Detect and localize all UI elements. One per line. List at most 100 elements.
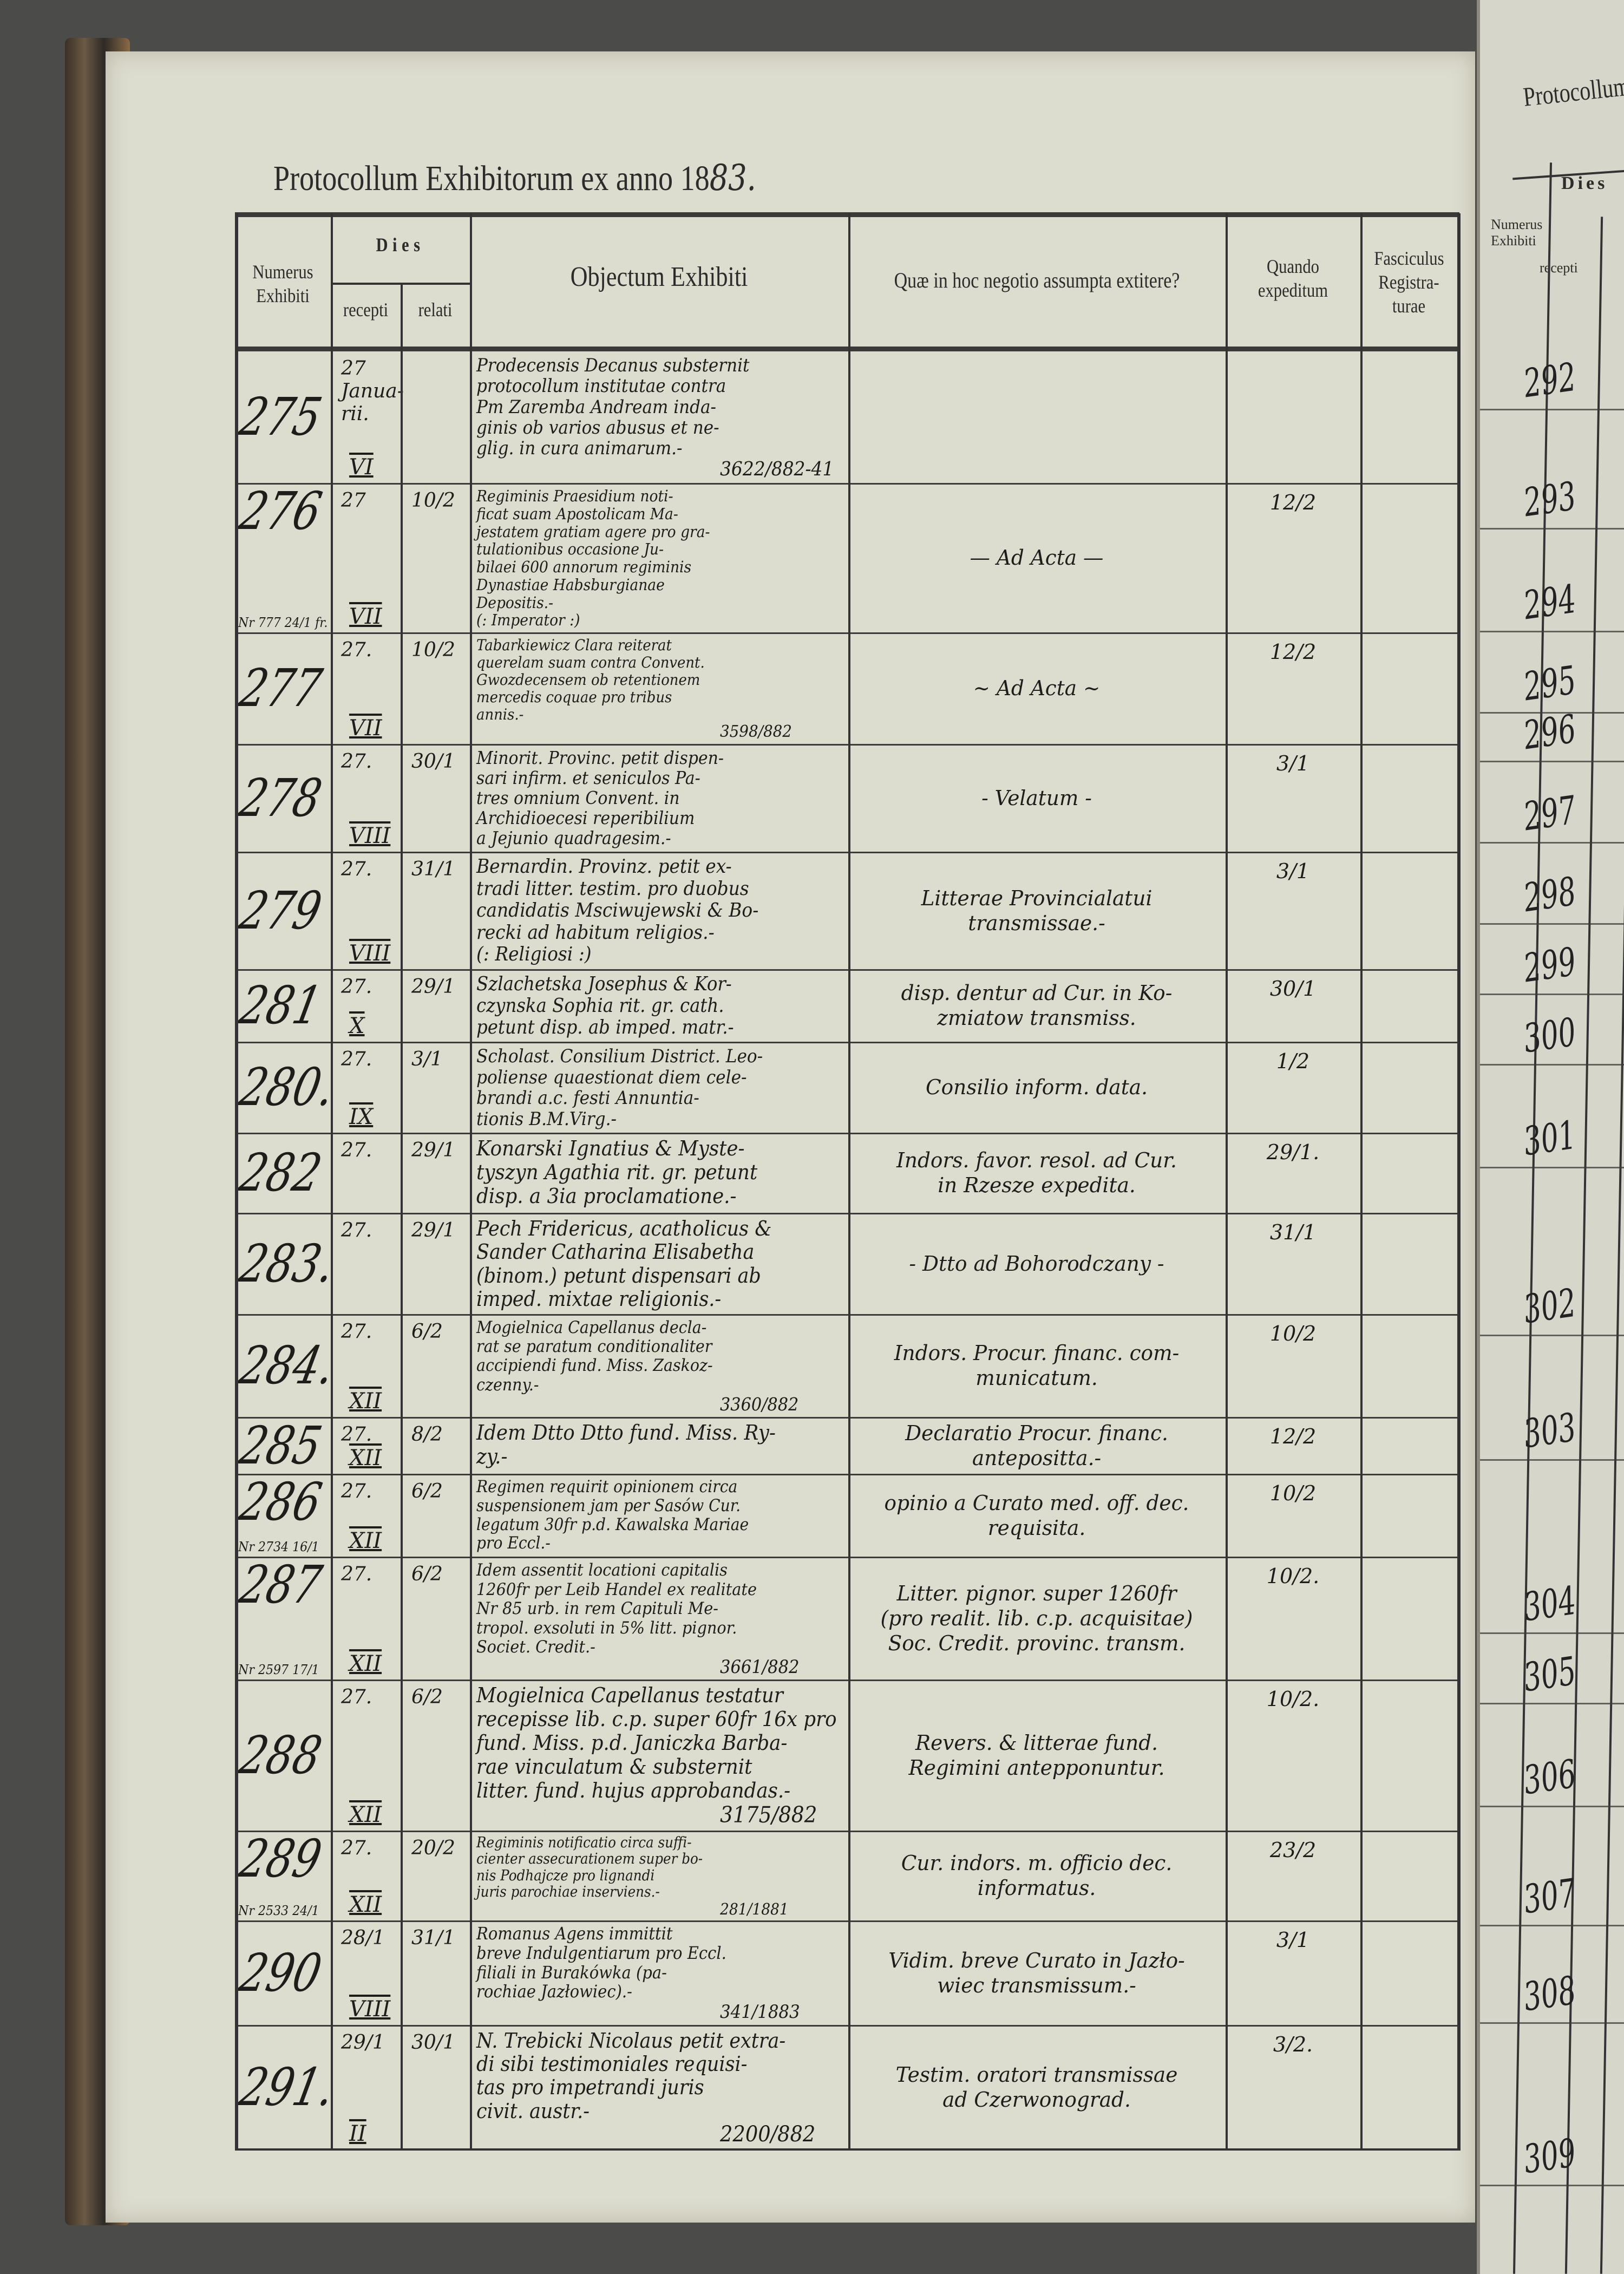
subject-line: legatum 30fr p.d. Kawalska Mariae [476,1515,749,1534]
facing-exhibit-number: 302 [1521,1279,1579,1332]
facing-row-rule [1480,923,1624,925]
subject-line: czynska Sophia rit. gr. cath. [476,995,724,1017]
subject-line: Pm Zaremba Andream inda- [476,396,716,417]
title-text: Protocollum Exhibitorum ex anno 18 [273,159,710,198]
facing-row-rule [1480,1925,1624,1926]
facing-exhibit-number: 305 [1521,1648,1579,1701]
facing-page: Protocollum Numerus Exhibiti Dies recept… [1477,0,1624,2274]
action-line: wiec transmissum.- [937,1973,1136,1997]
exhibit-number: 280. [234,1057,340,1118]
subject-line: di sibi testimoniales requisi- [476,2052,748,2076]
subject-line: czenny.- [476,1375,539,1395]
subject-line: rochiae Jazłowiec).- [476,1982,632,2002]
date-received: 27. [341,1480,372,1502]
facing-header-recepti: recepti [1540,260,1578,276]
date-expedited: 29/1. [1266,1140,1320,1164]
action-line: (pro realit. lib. c.p. acquisitae) [880,1606,1193,1630]
action-line: Indors. Procur. financ. com- [894,1341,1180,1365]
action-line: - Velatum - [981,786,1092,810]
row-divider [235,483,1459,485]
exhibit-number: 281 [234,975,327,1036]
header-relati: relati [418,299,453,321]
date-reported: 10/2 [411,639,455,661]
date-received: 27. [341,1048,372,1070]
subject-line: Mogielnica Capellanus testatur [476,1683,783,1708]
subject-line: Gwozdecensem ob retentionem [476,671,700,689]
subject-line: Bernardin. Provinz. petit ex- [476,855,732,878]
facing-row-rule [1480,409,1624,410]
month-numeral: IX [349,1105,374,1129]
reference-number: 3360/882 [720,1393,799,1415]
table-bottom-rule [235,2148,1459,2151]
action-line: municatum. [975,1366,1098,1390]
subject-line: tyszyn Agathia rit. gr. petunt [476,1160,758,1185]
subject-line: accipiendi fund. Miss. Zaskoz- [476,1356,713,1376]
subject-line: a Jejunio quadragesim.- [476,828,671,848]
subject-line: bilaei 600 annorum regiminis [476,558,692,576]
row-divider [235,1417,1459,1419]
date-reported: 30/1 [411,2031,455,2054]
action-line: Soc. Credit. provinc. transm. [888,1631,1186,1655]
date-received: 27. [341,858,372,880]
exhibit-number: 283. [234,1233,340,1294]
table-top-rule [235,212,1459,217]
date-reported: 6/2 [411,1563,443,1585]
month-numeral: VIII [349,1997,391,2022]
subject-line: Sander Catharina Elisabetha [476,1240,755,1264]
facing-column-rule [1564,217,1603,2274]
subject-line: Societ. Credit.- [476,1637,595,1657]
facing-row-rule [1480,1167,1624,1168]
margin-note: Nr 2533 24/1 [238,1903,319,1918]
date-expedited: 12/2 [1269,640,1317,664]
action-line: requisita. [987,1515,1086,1540]
date-expedited: 1/2 [1276,1049,1310,1073]
column-rule [1226,213,1228,2151]
row-divider [235,1314,1459,1316]
date-reported: 20/2 [411,1837,455,1859]
facing-exhibit-number: 296 [1521,705,1579,759]
action-line: ad Czerwonograd. [942,2088,1131,2112]
margin-note: Nr 2734 16/1 [238,1539,319,1554]
exhibit-number: 278 [234,767,327,828]
row-divider [235,1133,1459,1134]
row-divider [235,632,1459,634]
action-line: ~ Ad Acta ~ [973,676,1101,700]
facing-row-rule [1480,1703,1624,1704]
action-line: Declaratio Procur. financ. [905,1421,1168,1445]
subject-line: recepisse lib. c.p. super 60fr 16x pro [476,1707,837,1731]
subject-line: petunt disp. ab imped. matr.- [476,1016,734,1038]
date-received: 27. [341,1563,372,1585]
dies-divider [331,283,470,285]
subject-line: annis.- [476,705,524,723]
subject-line: nis Podhajcze pro lignandi [476,1867,655,1884]
subject-line: Tabarkiewicz Clara reiterat [476,636,672,654]
date-reported: 29/1 [411,1219,455,1241]
date-expedited: 10/2. [1266,1564,1320,1588]
column-rule [331,213,333,2151]
facing-exhibit-number: 308 [1521,1967,1579,2020]
subject-line: Konarski Ignatius & Myste- [476,1136,745,1161]
date-reported: 8/2 [411,1423,443,1446]
subject-line: tradi litter. testim. pro duobus [476,877,749,900]
subject-line: jestatem gratiam agere pro gra- [476,522,710,541]
facing-exhibit-number: 300 [1521,1009,1579,1062]
header-objectum: Objectum Exhibiti [570,262,748,292]
header-fasciculus: Fasciculus Registra- turae [1374,247,1444,317]
subject-line: Nr 85 urb. in rem Capituli Me- [476,1599,718,1618]
row-divider [235,1920,1459,1922]
month-numeral: XII [349,1651,382,1676]
header-bottom-rule [235,347,1459,351]
subject-line: Minorit. Provinc. petit dispen- [476,748,724,768]
exhibit-number: 291. [234,2057,340,2118]
facing-exhibit-number: 295 [1521,657,1579,710]
subject-line: litter. fund. hujus approbandas.- [476,1779,791,1803]
subject-line: rat se paratum conditionaliter [476,1337,712,1357]
date-reported: 6/2 [411,1686,443,1708]
exhibit-number: 284. [234,1335,340,1396]
page-title: Protocollum Exhibitorum ex anno 1883. [273,157,756,199]
facing-row-rule [1480,1064,1624,1066]
handwritten-year: 83. [709,157,756,199]
action-line: zmiatow transmiss. [937,1006,1136,1030]
reference-number: 3598/882 [720,722,792,741]
action-line: informatus. [977,1876,1096,1900]
